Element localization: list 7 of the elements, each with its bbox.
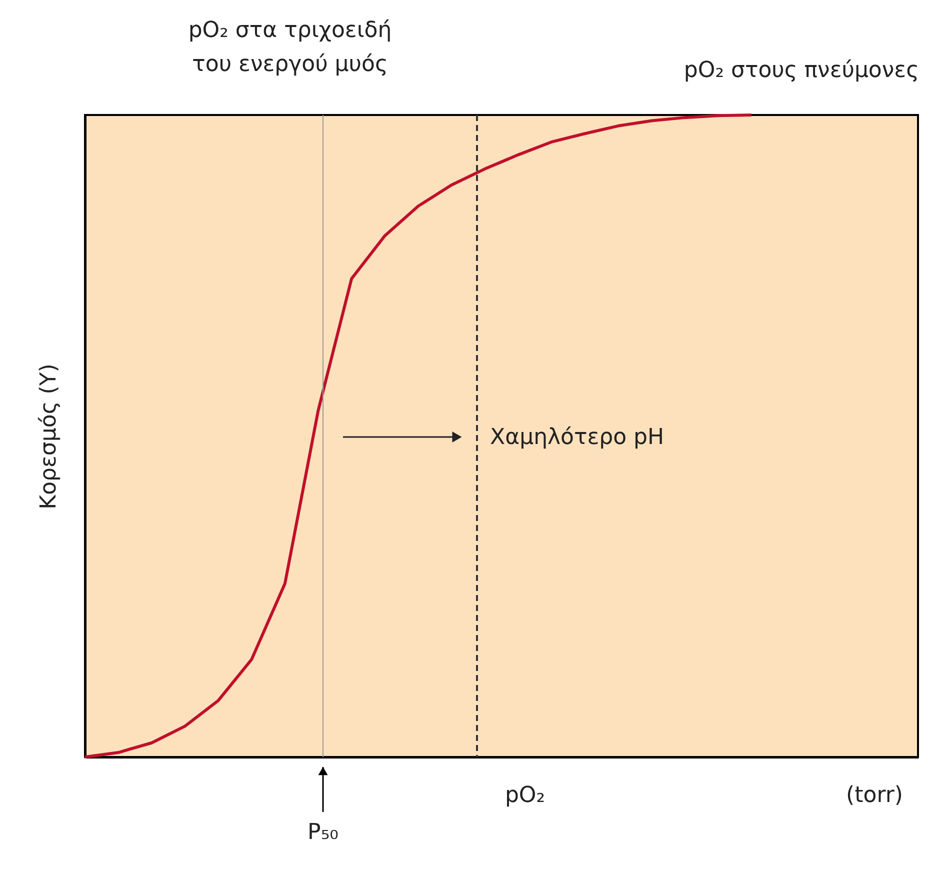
text: pO₂ στα τριχοειδή του ενεργού μυός [188,18,392,77]
annotation: Χαμηλότερο pH [490,425,664,450]
text: P₅₀ [308,820,339,845]
x-axis-title: (torr) [846,783,903,808]
y-axis-title: Κορεσμός (Y) [36,364,62,510]
text: pO₂ [504,783,546,808]
text: pO₂ στους πνεύμονες [684,58,919,83]
